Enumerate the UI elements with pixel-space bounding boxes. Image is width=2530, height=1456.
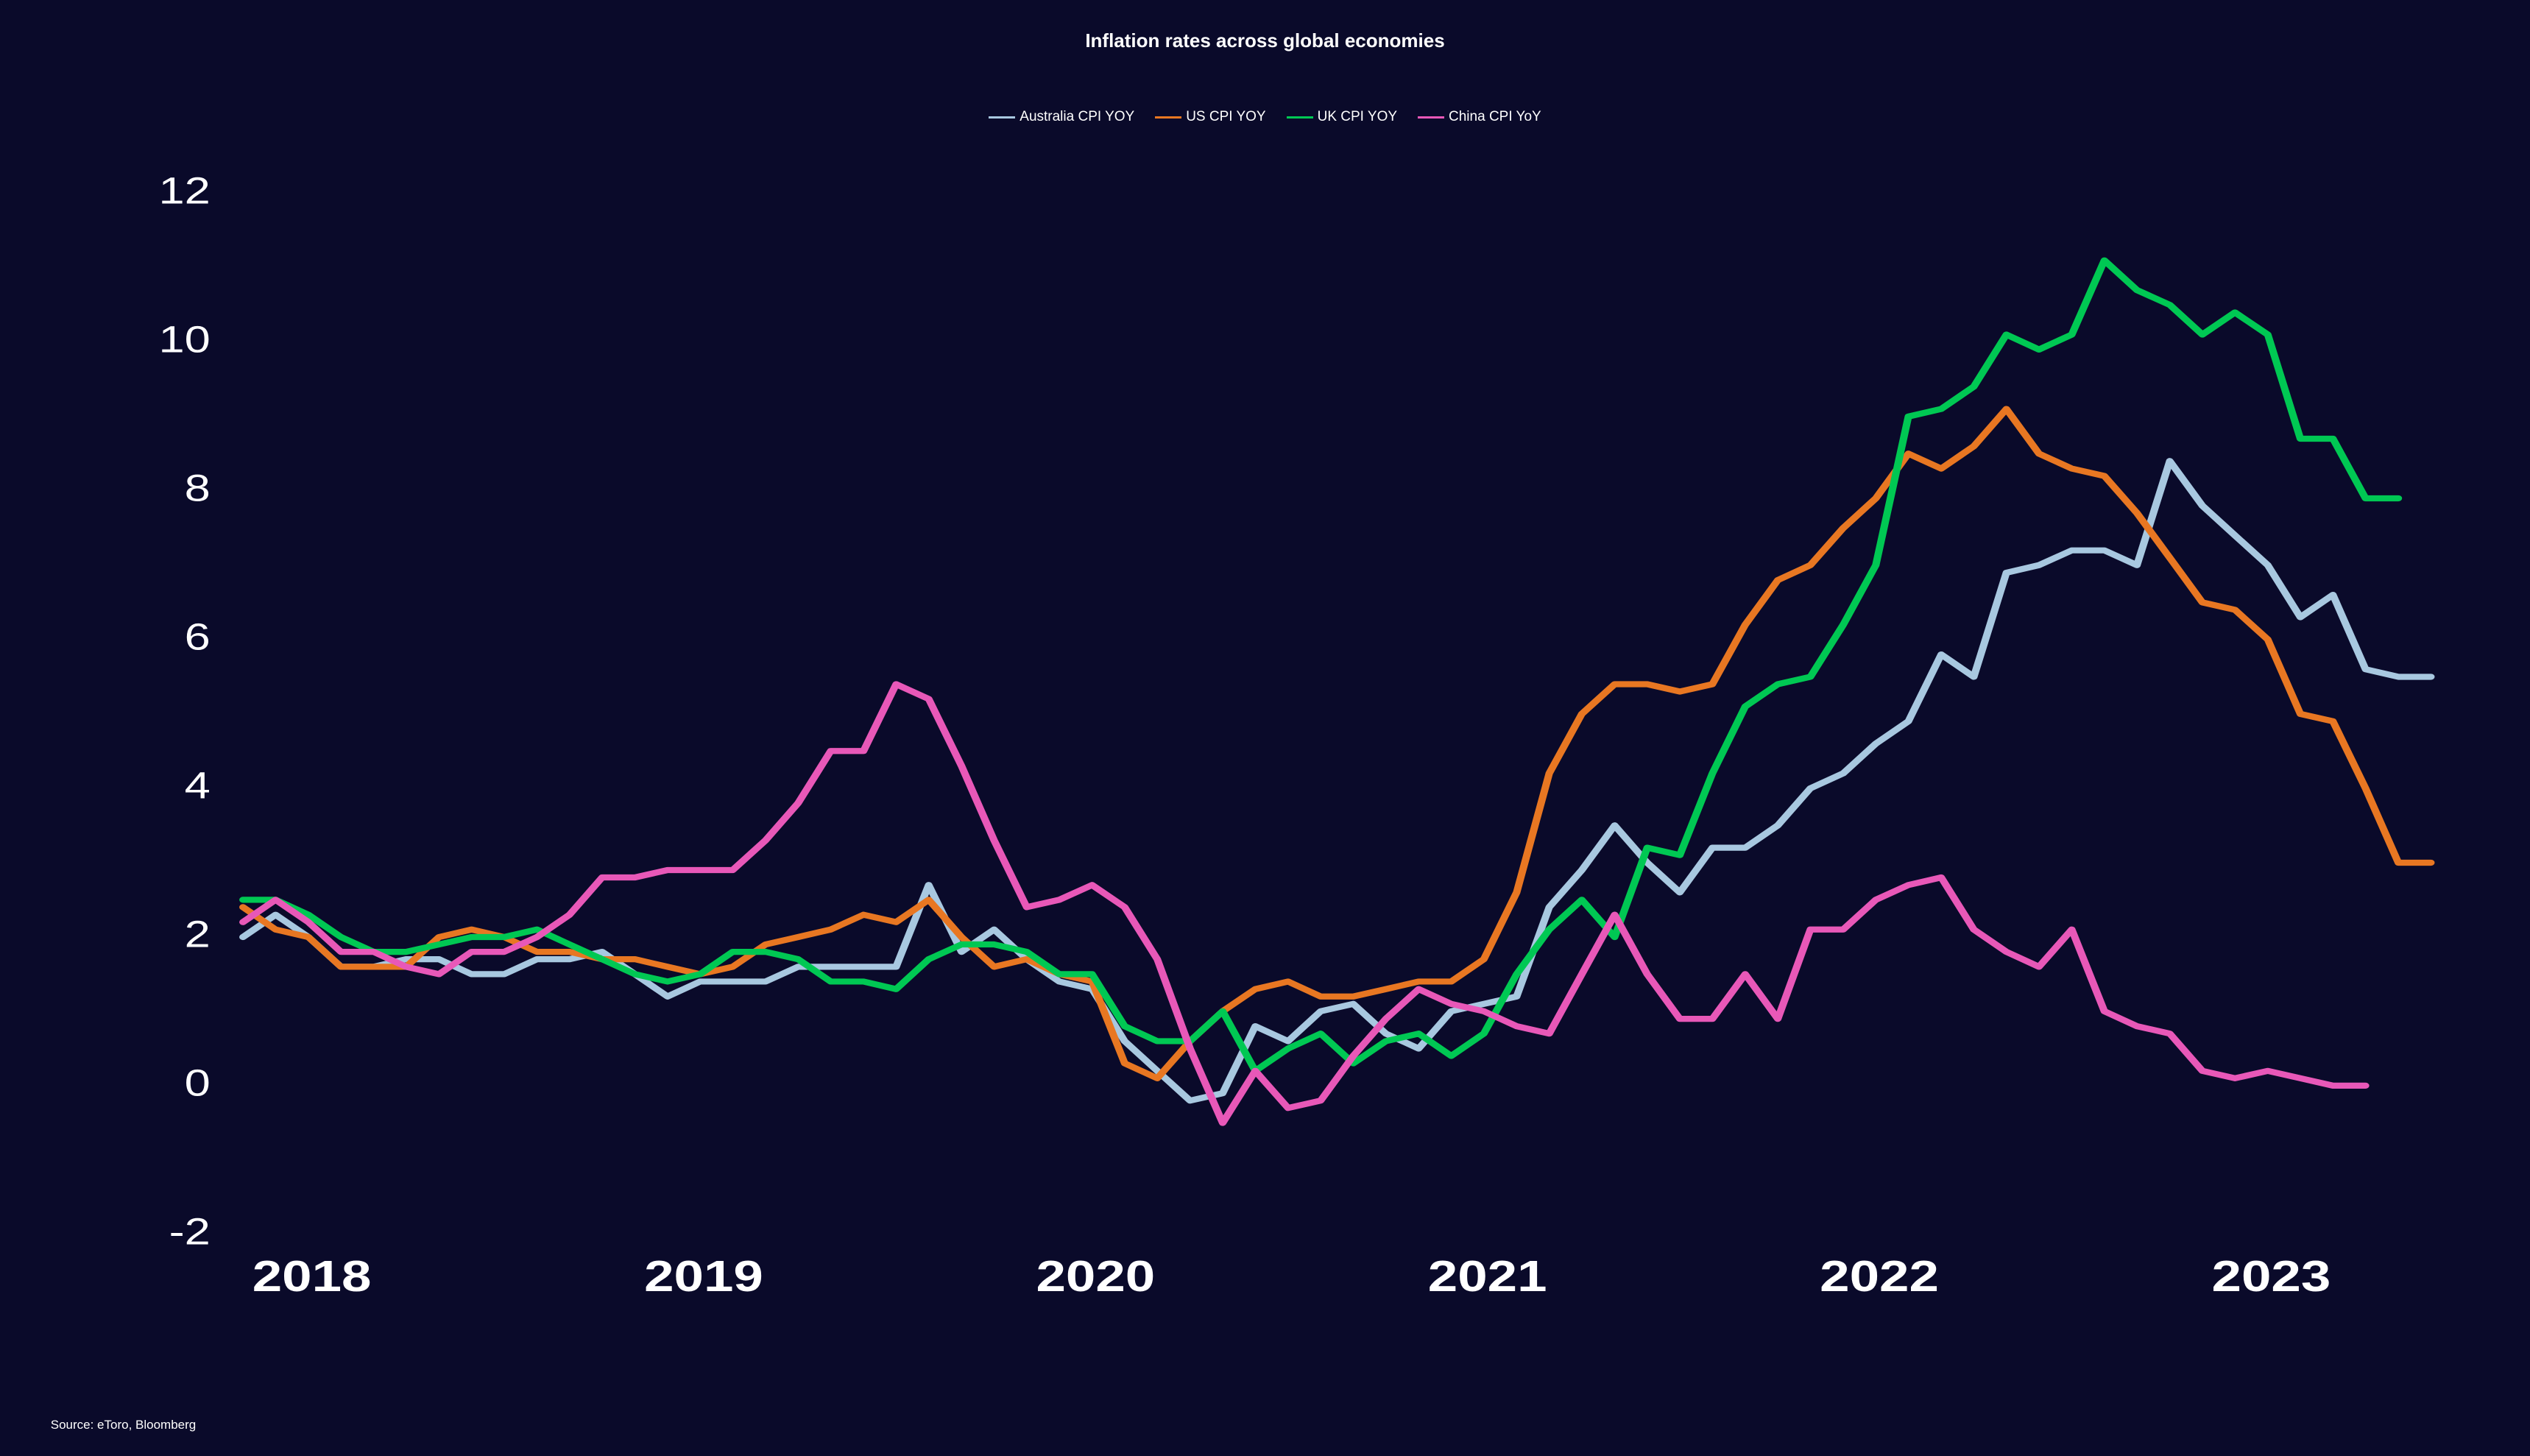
y-tick-label: 0: [184, 1062, 210, 1104]
source-attribution: Source: eToro, Bloomberg: [51, 1418, 197, 1432]
legend-item: China CPI YoY: [1418, 109, 1541, 125]
legend-swatch: [1155, 116, 1181, 119]
legend-swatch: [1287, 116, 1313, 119]
series-line: [243, 409, 2431, 1078]
y-tick-label: 10: [158, 319, 210, 361]
y-tick-label: 4: [184, 765, 210, 807]
chart-title: Inflation rates across global economies: [0, 29, 2530, 52]
chart-svg: -2 0 2 4 6 8 10 12 2018 2019 2020 2021 2022 2023: [127, 174, 2454, 1310]
y-tick-label: 8: [184, 467, 210, 509]
legend-label: UK CPI YOY: [1318, 109, 1397, 125]
legend-item: US CPI YOY: [1155, 109, 1265, 125]
x-tick-label: 2021: [1428, 1253, 1547, 1301]
legend-swatch: [1418, 116, 1444, 119]
x-tick-label: 2018: [252, 1253, 372, 1301]
y-tick-label: 12: [158, 174, 210, 212]
inflation-chart-container: Inflation rates across global economies …: [0, 0, 2530, 1456]
plot-area: -2 0 2 4 6 8 10 12 2018 2019 2020 2021 2022 2023: [127, 174, 2454, 1310]
x-tick-label: 2022: [1820, 1253, 1939, 1301]
legend-label: US CPI YOY: [1186, 109, 1265, 125]
legend-swatch: [989, 116, 1015, 119]
legend-label: Australia CPI YOY: [1020, 109, 1134, 125]
y-tick-label: -2: [169, 1211, 210, 1253]
x-tick-label: 2019: [644, 1253, 763, 1301]
series-line: [243, 685, 2365, 1123]
legend-item: Australia CPI YOY: [989, 109, 1134, 125]
x-tick-label: 2023: [2211, 1253, 2331, 1301]
legend-label: China CPI YoY: [1449, 109, 1541, 125]
y-tick-label: 2: [184, 913, 210, 955]
legend: Australia CPI YOY US CPI YOY UK CPI YOY Chi…: [0, 109, 2530, 125]
x-tick-label: 2020: [1036, 1253, 1155, 1301]
y-tick-label: 6: [184, 616, 210, 658]
legend-item: UK CPI YOY: [1287, 109, 1397, 125]
